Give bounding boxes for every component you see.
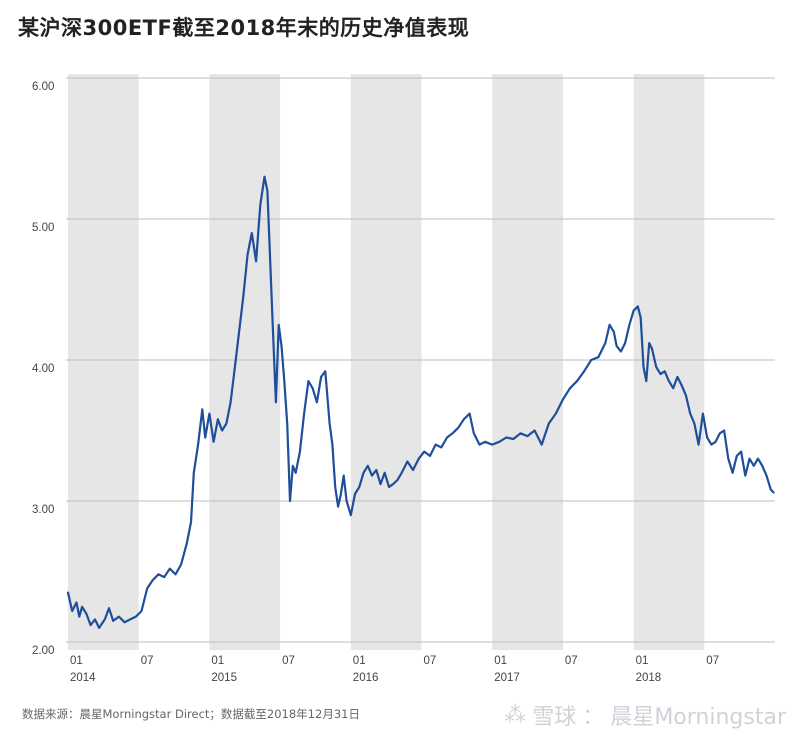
x-tick-month-label: 01 bbox=[494, 655, 507, 667]
gridlines bbox=[66, 77, 775, 643]
watermark-brand: 雪球 bbox=[532, 705, 577, 730]
y-tick-label: 6.00 bbox=[32, 81, 54, 93]
shaded-band-5 bbox=[633, 74, 705, 650]
y-tick-label: 4.00 bbox=[32, 363, 54, 375]
x-tick-year-label: 2014 bbox=[70, 672, 96, 684]
x-tick-month-label: 07 bbox=[706, 655, 719, 667]
watermark-separator: ： bbox=[582, 705, 605, 730]
y-tick-label: 3.00 bbox=[32, 504, 54, 516]
x-tick-year-label: 2016 bbox=[353, 672, 379, 684]
x-tick-month-label: 01 bbox=[636, 655, 649, 667]
y-tick-label: 2.00 bbox=[32, 645, 54, 657]
x-tick-month-label: 01 bbox=[211, 655, 224, 667]
shaded-band-1 bbox=[68, 74, 139, 650]
snowball-logo-icon: ⁂ bbox=[504, 702, 527, 728]
y-tick-label: 5.00 bbox=[32, 222, 54, 234]
x-tick-year-label: 2018 bbox=[636, 672, 662, 684]
x-axis-tick-labels: 01 2014 07 01 2015 07 01 2016 07 01 2017 07 01 2018 07 bbox=[70, 655, 719, 684]
x-tick-year-label: 2015 bbox=[211, 672, 237, 684]
y-axis-tick-labels: 2.00 3.00 4.00 5.00 6.00 bbox=[32, 81, 54, 657]
watermark-partner: 晨星Morningstar bbox=[610, 705, 786, 730]
series-line-nav bbox=[66, 175, 775, 629]
chart-title: 某沪深300ETF截至2018年末的历史净值表现 bbox=[18, 16, 470, 40]
watermark: ⁂ 雪球 ： 晨星Morningstar bbox=[504, 699, 786, 731]
x-tick-month-label: 07 bbox=[282, 655, 295, 667]
shaded-band-2 bbox=[209, 74, 281, 650]
shaded-bands bbox=[68, 74, 705, 650]
x-tick-month-label: 07 bbox=[565, 655, 578, 667]
shaded-band-3 bbox=[350, 74, 422, 650]
x-tick-year-label: 2017 bbox=[494, 672, 520, 684]
shaded-band-4 bbox=[492, 74, 563, 650]
series-layer bbox=[66, 175, 775, 629]
x-tick-month-label: 01 bbox=[70, 655, 83, 667]
x-tick-month-label: 01 bbox=[353, 655, 366, 667]
x-tick-month-label: 07 bbox=[141, 655, 154, 667]
source-note: 数据来源：晨星Morningstar Direct；数据截至2018年12月31… bbox=[22, 707, 360, 721]
x-tick-month-label: 07 bbox=[424, 655, 437, 667]
